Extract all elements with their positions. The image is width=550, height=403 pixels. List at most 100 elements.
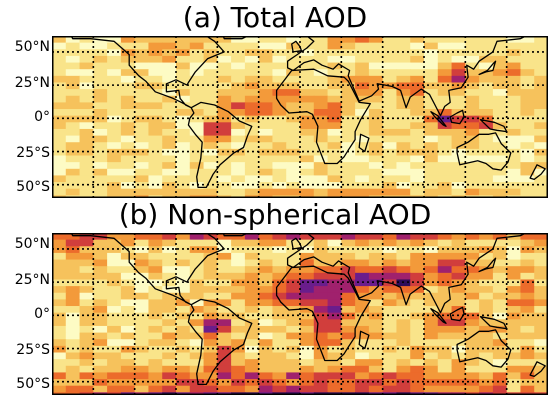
coastline-sumatra bbox=[430, 111, 447, 127]
aod-cell bbox=[492, 306, 508, 314]
aod-cell bbox=[203, 352, 218, 360]
aod-cell bbox=[148, 292, 163, 300]
aod-cell bbox=[148, 82, 163, 90]
coastline-eurasia bbox=[286, 36, 528, 117]
aod-cell bbox=[244, 89, 260, 97]
aod-cell bbox=[231, 75, 246, 84]
aod-cell bbox=[520, 306, 535, 314]
aod-cell bbox=[272, 352, 287, 360]
aod-cell bbox=[217, 168, 232, 177]
coastline-uk bbox=[291, 40, 303, 53]
aod-cell bbox=[120, 385, 136, 393]
aod-cell bbox=[258, 246, 274, 254]
aod-cell bbox=[217, 379, 232, 387]
aod-cell bbox=[396, 259, 411, 267]
aod-cell bbox=[217, 95, 232, 103]
aod-cell bbox=[217, 352, 232, 360]
aod-cell bbox=[368, 385, 384, 393]
aod-cell bbox=[52, 142, 67, 150]
aod-cell bbox=[424, 95, 439, 103]
aod-cell bbox=[148, 142, 163, 150]
aod-cell bbox=[231, 292, 246, 300]
aod-cell bbox=[189, 95, 205, 103]
aod-cell bbox=[148, 128, 163, 137]
aod-cell bbox=[107, 233, 122, 241]
aod-cell bbox=[272, 128, 287, 137]
aod-cell bbox=[410, 345, 425, 354]
aod-cell bbox=[258, 148, 274, 157]
aod-cell bbox=[162, 162, 177, 170]
aod-cell bbox=[286, 325, 301, 334]
aod-cell bbox=[65, 365, 81, 374]
aod-cell bbox=[492, 239, 508, 247]
aod-cell bbox=[300, 55, 315, 64]
aod-cell bbox=[272, 246, 287, 254]
aod-cell bbox=[176, 62, 191, 70]
aod-cell bbox=[300, 379, 315, 387]
aod-cell bbox=[313, 239, 329, 247]
aod-cell bbox=[520, 75, 535, 84]
aod-cell bbox=[300, 359, 315, 367]
aod-cell bbox=[162, 345, 177, 354]
aod-cell bbox=[327, 292, 342, 300]
aod-cell bbox=[410, 115, 425, 123]
aod-cell bbox=[258, 69, 274, 77]
aod-cell bbox=[341, 89, 356, 97]
aod-cell bbox=[203, 75, 218, 84]
aod-cell bbox=[479, 365, 494, 374]
aod-cell bbox=[465, 266, 480, 274]
aod-cell bbox=[479, 89, 494, 97]
aod-cell bbox=[534, 168, 548, 177]
aod-cell bbox=[506, 162, 522, 170]
aod-cell bbox=[410, 332, 425, 340]
aod-cell bbox=[148, 188, 163, 196]
aod-cell bbox=[189, 69, 205, 77]
aod-cell bbox=[313, 352, 329, 360]
aod-cell bbox=[327, 339, 342, 347]
aod-cell bbox=[217, 42, 232, 50]
aod-cell bbox=[52, 182, 67, 190]
aod-cell bbox=[506, 175, 522, 183]
aod-cell bbox=[162, 62, 177, 70]
aod-cell bbox=[189, 385, 205, 393]
aod-cell bbox=[162, 319, 177, 327]
aod-cell bbox=[203, 246, 218, 254]
aod-cell bbox=[382, 332, 398, 340]
aod-cell bbox=[65, 286, 81, 294]
aod-cell bbox=[437, 312, 453, 320]
aod-cell bbox=[244, 69, 260, 77]
aod-cell bbox=[79, 148, 94, 157]
aod-cell bbox=[52, 306, 67, 314]
aod-cell bbox=[451, 286, 466, 294]
aod-cell bbox=[313, 279, 329, 287]
aod-cell bbox=[120, 115, 136, 123]
aod-cell bbox=[534, 312, 548, 320]
aod-cell bbox=[162, 36, 177, 44]
aod-cell bbox=[258, 299, 274, 307]
aod-cell bbox=[396, 42, 411, 50]
aod-cell bbox=[231, 175, 246, 183]
aod-cell bbox=[134, 233, 150, 241]
aod-cell bbox=[286, 168, 301, 177]
aod-cell bbox=[107, 168, 122, 177]
aod-cell bbox=[231, 359, 246, 367]
aod-cell bbox=[272, 122, 287, 130]
aod-cell bbox=[492, 345, 508, 354]
aod-cell bbox=[79, 135, 94, 143]
aod-cell bbox=[79, 62, 94, 70]
aod-cell bbox=[382, 299, 398, 307]
aod-cell bbox=[465, 148, 480, 157]
aod-cell bbox=[244, 95, 260, 103]
aod-cell bbox=[313, 385, 329, 393]
aod-cell bbox=[492, 279, 508, 287]
aod-cell bbox=[203, 62, 218, 70]
aod-cell bbox=[492, 319, 508, 327]
aod-cell bbox=[258, 266, 274, 274]
aod-cell bbox=[410, 175, 425, 183]
aod-cell bbox=[244, 325, 260, 334]
aod-cell bbox=[479, 332, 494, 340]
aod-cell bbox=[520, 135, 535, 143]
aod-cell bbox=[534, 122, 548, 130]
aod-cell bbox=[410, 379, 425, 387]
aod-cell bbox=[313, 55, 329, 64]
